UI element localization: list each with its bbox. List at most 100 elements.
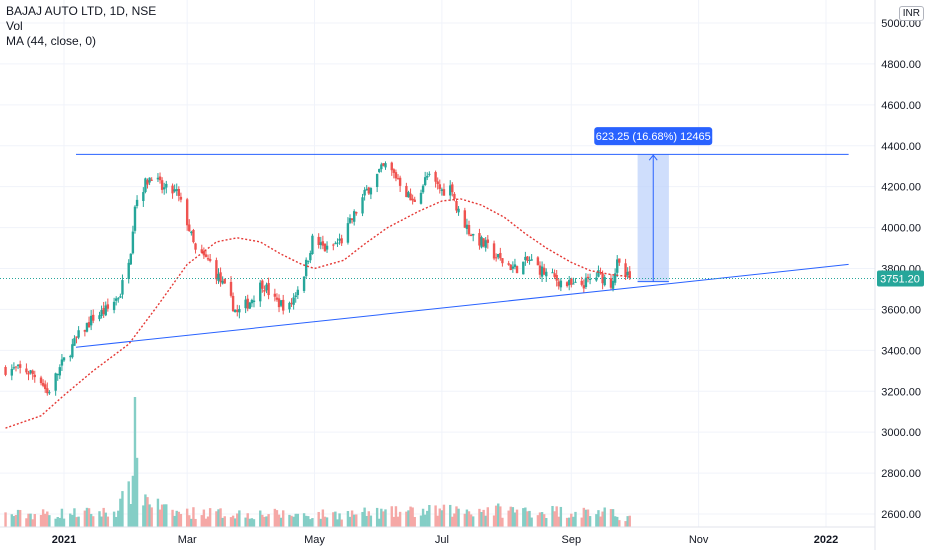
candle-body [492,243,496,259]
volume-bar [440,510,444,527]
candle-body [69,356,72,358]
volume-bar [559,506,563,527]
candle-body [540,266,544,277]
candle-body [611,280,615,289]
volume-bar [106,516,110,527]
candle-body [14,366,18,368]
candle-body [4,367,7,375]
candle-body [171,185,174,194]
candle-body [499,252,502,259]
candle-body [501,258,504,264]
volume-bar [486,507,489,527]
x-tick-label: 2022 [814,534,838,546]
volume-bar [574,511,577,527]
volume-bar [135,457,139,527]
candle-body [352,211,356,222]
candle-body [215,260,218,280]
candle-body [202,250,206,256]
candle-body [294,295,297,297]
y-tick-label: 4600.00 [881,100,921,112]
candle-body [200,249,203,253]
candle-body [338,238,341,241]
candle-body [263,290,266,292]
symbol-title[interactable]: BAJAJ AUTO LTD, 1D, NSE [6,4,157,18]
volume-bar [426,510,429,527]
candle-body [135,199,139,206]
candle-body [267,283,270,296]
candle-body [89,315,93,326]
volume-bar [202,509,206,527]
candle-body [526,256,529,261]
candle-body [478,233,481,246]
candle-body [304,259,308,277]
volume-bar [131,475,135,527]
candle-body [601,273,604,284]
x-tick-label: May [304,534,325,546]
candle-body [530,259,533,261]
volume-bar [457,508,460,527]
candle-body [380,164,383,170]
candle-body [319,242,322,246]
volume-bar [188,515,191,527]
candle-body [528,260,531,262]
candle-body [194,243,197,250]
candle-body [25,368,28,373]
volume-bar [409,506,412,527]
candle-body [511,266,515,269]
candle-body [411,198,414,201]
candle-body [507,263,510,265]
candle-body [382,163,385,166]
volume-bar [565,517,569,527]
candle-body [261,280,264,289]
candle-body [436,181,439,185]
candle-body [302,276,306,291]
candle-body [423,177,427,185]
volume-bar [190,518,193,527]
volume-bar [56,516,59,527]
volume-bar [394,506,398,527]
volume-bar [62,518,66,527]
candle-body [394,172,398,179]
support-trendline [75,263,849,348]
volume-bar [599,516,602,527]
volume-bar [588,516,592,527]
candle-body [542,267,546,275]
volume-bar [215,511,218,527]
volume-bar [92,516,95,527]
volume-bar [112,511,116,527]
candle-body [27,372,30,375]
volume-bar [204,518,208,527]
candle-body [39,377,43,384]
volume-bar [244,517,247,527]
candle-body [325,245,329,250]
candle-body [497,253,500,258]
candle-body [616,259,619,273]
volume-bar [117,510,120,527]
volume-indicator-label[interactable]: Vol [6,19,23,33]
last-price-badge [877,270,924,287]
candle-body [524,256,527,261]
ma-indicator-label[interactable]: MA (44, close, 0) [6,34,97,48]
candle-body [553,273,556,277]
volume-bar [616,516,619,527]
candle-body [121,280,124,295]
chart-legend: BAJAJ AUTO LTD, 1D, NSE Vol MA (44, clos… [6,4,156,49]
volume-bar [165,504,168,527]
candle-body [83,329,87,332]
volume-bar [323,516,327,527]
candle-body [317,236,320,246]
volume-bar [233,518,237,527]
candle-body [378,169,381,173]
volume-bar [309,519,312,527]
candle-body [16,364,20,366]
volume-bar [29,513,32,527]
trendline-drawings[interactable]: 623.25 (16.68%) 12465 [0,127,875,348]
candle-body [390,162,393,171]
volume-bar [428,504,431,527]
y-tick-label: 5000.00 [881,18,921,30]
candle-body [409,193,412,201]
volume-bar [482,509,485,527]
candle-body [603,277,606,286]
candle-body [588,278,592,280]
